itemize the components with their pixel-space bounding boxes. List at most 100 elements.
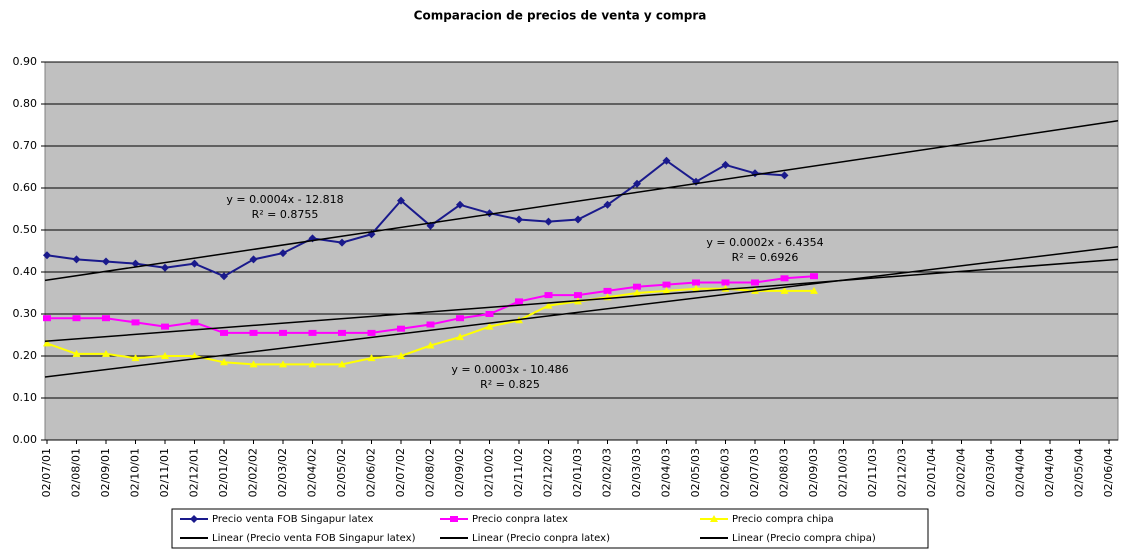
- marker: [367, 329, 376, 336]
- marker: [603, 287, 612, 294]
- x-tick-label: 02/01/03: [571, 448, 584, 497]
- marker: [662, 281, 671, 288]
- marker: [456, 333, 464, 341]
- x-tick-label: 02/11/02: [512, 448, 525, 497]
- marker: [633, 283, 641, 290]
- marker: [190, 352, 199, 359]
- marker: [780, 286, 789, 294]
- legend-box: [171, 508, 929, 549]
- x-tick-label: 02/11/03: [866, 448, 879, 497]
- marker: [249, 329, 258, 336]
- x-tick-label: 02/07/03: [748, 448, 761, 497]
- marker: [662, 286, 671, 294]
- marker: [450, 516, 458, 522]
- marker: [190, 515, 198, 523]
- marker: [710, 515, 718, 522]
- marker: [426, 321, 435, 328]
- x-tick-label: 02/12/01: [188, 448, 201, 497]
- marker: [220, 272, 228, 281]
- marker: [574, 215, 582, 224]
- marker: [72, 255, 81, 264]
- marker: [662, 156, 671, 165]
- marker: [131, 319, 140, 326]
- x-tick-label: 02/08/01: [70, 448, 83, 497]
- x-tick-label: 02/10/01: [129, 448, 142, 497]
- marker: [485, 322, 494, 330]
- legend-label: Linear (Precio compra chipa): [732, 533, 876, 544]
- marker: [692, 279, 700, 286]
- legend-label: Linear (Precio conpra latex): [472, 533, 610, 544]
- marker: [515, 298, 523, 305]
- y-tick-label: 0.00: [13, 433, 38, 446]
- legend-label: Precio venta FOB Singapur latex: [212, 514, 373, 525]
- trendline: [44, 246, 1119, 378]
- marker: [721, 279, 730, 286]
- marker: [161, 323, 169, 330]
- marker: [397, 196, 405, 205]
- marker: [43, 251, 51, 260]
- marker: [692, 284, 700, 292]
- x-tick-label: 02/05/02: [335, 448, 348, 497]
- x-tick-label: 02/09/03: [807, 448, 820, 497]
- marker: [338, 238, 346, 247]
- y-tick-label: 0.10: [13, 391, 38, 404]
- marker: [456, 200, 464, 209]
- marker: [544, 301, 553, 309]
- marker: [367, 354, 376, 362]
- series-line: [46, 159, 785, 278]
- trend-equation: y = 0.0004x - 12.818: [226, 193, 343, 206]
- marker: [43, 339, 51, 347]
- x-tick-label: 02/05/04: [1073, 448, 1086, 497]
- marker: [485, 311, 494, 317]
- y-tick-label: 0.50: [13, 223, 38, 236]
- marker: [190, 259, 199, 268]
- marker: [72, 349, 81, 357]
- marker: [515, 215, 523, 224]
- marker: [544, 217, 553, 226]
- x-tick-label: 02/03/04: [984, 448, 997, 497]
- x-tick-label: 02/03/03: [630, 448, 643, 497]
- marker: [338, 360, 346, 368]
- marker: [603, 200, 612, 209]
- marker: [397, 352, 405, 359]
- marker: [131, 354, 140, 362]
- trendline: [44, 258, 1119, 343]
- marker: [810, 273, 818, 280]
- marker: [544, 292, 553, 299]
- legend: Precio venta FOB Singapur latex Precio co…: [171, 508, 929, 549]
- marker: [190, 319, 199, 326]
- x-tick-label: 02/08/03: [778, 448, 791, 497]
- x-tick-label: 02/07/01: [40, 448, 53, 497]
- marker: [102, 257, 110, 266]
- trend-equation: y = 0.0003x - 10.486: [451, 363, 568, 376]
- marker: [633, 179, 641, 188]
- marker: [633, 289, 641, 296]
- y-tick-label: 0.20: [13, 349, 38, 362]
- x-tick-label: 02/05/03: [689, 448, 702, 497]
- x-tick-label: 02/04/03: [660, 448, 673, 497]
- trend-r2: R² = 0.825: [480, 378, 540, 391]
- marker: [426, 341, 435, 349]
- x-tick-label: 02/02/03: [601, 448, 614, 497]
- marker: [161, 263, 169, 272]
- y-tick-label: 0.60: [13, 181, 38, 194]
- marker: [220, 329, 228, 336]
- legend-label: Precio compra chipa: [732, 514, 834, 525]
- x-tick-label: 02/03/02: [276, 448, 289, 497]
- x-tick-label: 02/06/02: [365, 448, 378, 497]
- y-tick-label: 0.70: [13, 139, 38, 152]
- marker: [308, 329, 317, 336]
- legend-label: Linear (Precio venta FOB Singapur latex): [212, 533, 416, 544]
- x-tick-label: 02/06/04: [1102, 448, 1115, 497]
- marker: [279, 360, 287, 368]
- trendline: [44, 120, 1119, 282]
- x-tick-label: 02/12/03: [896, 448, 909, 497]
- marker: [249, 360, 258, 368]
- marker: [810, 286, 818, 294]
- x-tick-label: 02/09/02: [453, 448, 466, 497]
- marker: [102, 315, 110, 322]
- x-tick-label: 02/12/02: [542, 448, 555, 497]
- y-tick-label: 0.40: [13, 265, 38, 278]
- x-tick-label: 02/04/02: [306, 448, 319, 497]
